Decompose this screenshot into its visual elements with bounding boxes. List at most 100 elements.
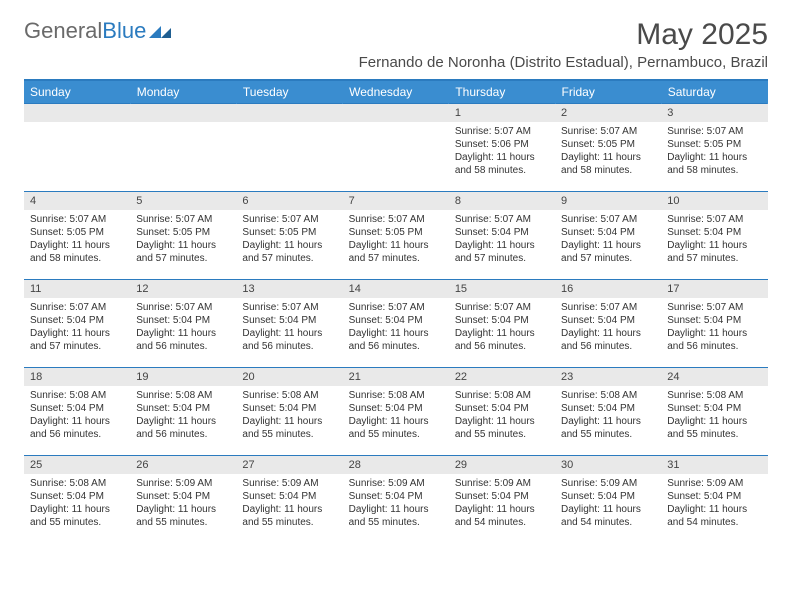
daylight-line: Daylight: 11 hours and 55 minutes.: [30, 503, 124, 529]
day-number: 16: [555, 280, 661, 298]
day-number: 18: [24, 368, 130, 386]
sunrise-line: Sunrise: 5:07 AM: [136, 301, 230, 314]
calendar-cell: 20Sunrise: 5:08 AMSunset: 5:04 PMDayligh…: [236, 368, 342, 456]
day-data: Sunrise: 5:07 AMSunset: 5:04 PMDaylight:…: [555, 298, 661, 357]
daylight-line: Daylight: 11 hours and 56 minutes.: [349, 327, 443, 353]
daylight-line: Daylight: 11 hours and 56 minutes.: [667, 327, 761, 353]
daylight-line: Daylight: 11 hours and 57 minutes.: [242, 239, 336, 265]
daylight-line: Daylight: 11 hours and 56 minutes.: [136, 327, 230, 353]
sunrise-line: Sunrise: 5:08 AM: [455, 389, 549, 402]
calendar-cell: 14Sunrise: 5:07 AMSunset: 5:04 PMDayligh…: [343, 280, 449, 368]
day-data: Sunrise: 5:09 AMSunset: 5:04 PMDaylight:…: [661, 474, 767, 533]
calendar-cell: 19Sunrise: 5:08 AMSunset: 5:04 PMDayligh…: [130, 368, 236, 456]
sunset-line: Sunset: 5:04 PM: [136, 490, 230, 503]
day-number: 8: [449, 192, 555, 210]
day-number: 4: [24, 192, 130, 210]
daylight-line: Daylight: 11 hours and 54 minutes.: [561, 503, 655, 529]
sunrise-line: Sunrise: 5:08 AM: [242, 389, 336, 402]
daylight-line: Daylight: 11 hours and 57 minutes.: [136, 239, 230, 265]
day-data: Sunrise: 5:09 AMSunset: 5:04 PMDaylight:…: [343, 474, 449, 533]
day-data: Sunrise: 5:07 AMSunset: 5:04 PMDaylight:…: [449, 298, 555, 357]
sunrise-line: Sunrise: 5:07 AM: [561, 213, 655, 226]
calendar-cell: 10Sunrise: 5:07 AMSunset: 5:04 PMDayligh…: [661, 192, 767, 280]
sunrise-line: Sunrise: 5:09 AM: [561, 477, 655, 490]
calendar-cell: 7Sunrise: 5:07 AMSunset: 5:05 PMDaylight…: [343, 192, 449, 280]
day-data: Sunrise: 5:08 AMSunset: 5:04 PMDaylight:…: [24, 474, 130, 533]
sunrise-line: Sunrise: 5:08 AM: [136, 389, 230, 402]
calendar-cell: 30Sunrise: 5:09 AMSunset: 5:04 PMDayligh…: [555, 456, 661, 544]
daylight-line: Daylight: 11 hours and 54 minutes.: [455, 503, 549, 529]
sunset-line: Sunset: 5:04 PM: [455, 314, 549, 327]
logo-text-general: General: [24, 18, 102, 44]
sunset-line: Sunset: 5:04 PM: [349, 490, 443, 503]
daylight-line: Daylight: 11 hours and 58 minutes.: [30, 239, 124, 265]
calendar-cell: 24Sunrise: 5:08 AMSunset: 5:04 PMDayligh…: [661, 368, 767, 456]
sunrise-line: Sunrise: 5:08 AM: [667, 389, 761, 402]
sunrise-line: Sunrise: 5:09 AM: [455, 477, 549, 490]
sunrise-line: Sunrise: 5:08 AM: [349, 389, 443, 402]
calendar-table: Sunday Monday Tuesday Wednesday Thursday…: [24, 81, 768, 544]
day-data: Sunrise: 5:07 AMSunset: 5:04 PMDaylight:…: [555, 210, 661, 269]
sunrise-line: Sunrise: 5:07 AM: [667, 301, 761, 314]
day-number: 23: [555, 368, 661, 386]
sunset-line: Sunset: 5:04 PM: [667, 490, 761, 503]
day-data: Sunrise: 5:07 AMSunset: 5:04 PMDaylight:…: [24, 298, 130, 357]
day-number: 15: [449, 280, 555, 298]
weekday-saturday: Saturday: [661, 81, 767, 104]
day-number: 27: [236, 456, 342, 474]
day-number: 31: [661, 456, 767, 474]
day-number: 30: [555, 456, 661, 474]
daylight-line: Daylight: 11 hours and 55 minutes.: [349, 503, 443, 529]
calendar-cell: 9Sunrise: 5:07 AMSunset: 5:04 PMDaylight…: [555, 192, 661, 280]
sunrise-line: Sunrise: 5:08 AM: [561, 389, 655, 402]
day-number-empty: [236, 104, 342, 122]
day-number: 13: [236, 280, 342, 298]
day-data: Sunrise: 5:08 AMSunset: 5:04 PMDaylight:…: [130, 386, 236, 445]
sunset-line: Sunset: 5:04 PM: [455, 402, 549, 415]
sunset-line: Sunset: 5:04 PM: [455, 226, 549, 239]
day-number: 17: [661, 280, 767, 298]
sunset-line: Sunset: 5:04 PM: [349, 314, 443, 327]
day-number: 11: [24, 280, 130, 298]
sunset-line: Sunset: 5:04 PM: [30, 314, 124, 327]
weekday-wednesday: Wednesday: [343, 81, 449, 104]
calendar-cell: 6Sunrise: 5:07 AMSunset: 5:05 PMDaylight…: [236, 192, 342, 280]
calendar-week-row: 18Sunrise: 5:08 AMSunset: 5:04 PMDayligh…: [24, 368, 768, 456]
day-number: 6: [236, 192, 342, 210]
sunset-line: Sunset: 5:04 PM: [136, 402, 230, 415]
day-number: 22: [449, 368, 555, 386]
sunrise-line: Sunrise: 5:09 AM: [136, 477, 230, 490]
day-number: 19: [130, 368, 236, 386]
calendar-cell: 26Sunrise: 5:09 AMSunset: 5:04 PMDayligh…: [130, 456, 236, 544]
daylight-line: Daylight: 11 hours and 55 minutes.: [455, 415, 549, 441]
day-data: Sunrise: 5:09 AMSunset: 5:04 PMDaylight:…: [555, 474, 661, 533]
day-number: 9: [555, 192, 661, 210]
calendar-body: 1Sunrise: 5:07 AMSunset: 5:06 PMDaylight…: [24, 104, 768, 544]
weekday-tuesday: Tuesday: [236, 81, 342, 104]
sunset-line: Sunset: 5:05 PM: [667, 138, 761, 151]
day-number-empty: [130, 104, 236, 122]
calendar-cell: 28Sunrise: 5:09 AMSunset: 5:04 PMDayligh…: [343, 456, 449, 544]
calendar-cell: 5Sunrise: 5:07 AMSunset: 5:05 PMDaylight…: [130, 192, 236, 280]
calendar-cell: 16Sunrise: 5:07 AMSunset: 5:04 PMDayligh…: [555, 280, 661, 368]
daylight-line: Daylight: 11 hours and 56 minutes.: [30, 415, 124, 441]
weekday-sunday: Sunday: [24, 81, 130, 104]
sunrise-line: Sunrise: 5:07 AM: [242, 301, 336, 314]
calendar-week-row: 25Sunrise: 5:08 AMSunset: 5:04 PMDayligh…: [24, 456, 768, 544]
calendar-cell: [24, 104, 130, 192]
day-number: 14: [343, 280, 449, 298]
day-data: Sunrise: 5:07 AMSunset: 5:05 PMDaylight:…: [130, 210, 236, 269]
sunrise-line: Sunrise: 5:09 AM: [242, 477, 336, 490]
day-number: 3: [661, 104, 767, 122]
sunrise-line: Sunrise: 5:07 AM: [455, 213, 549, 226]
sunset-line: Sunset: 5:04 PM: [242, 490, 336, 503]
calendar-week-row: 11Sunrise: 5:07 AMSunset: 5:04 PMDayligh…: [24, 280, 768, 368]
daylight-line: Daylight: 11 hours and 54 minutes.: [667, 503, 761, 529]
day-number-empty: [24, 104, 130, 122]
logo: GeneralBlue: [24, 18, 171, 44]
day-number-empty: [343, 104, 449, 122]
sunrise-line: Sunrise: 5:07 AM: [455, 301, 549, 314]
day-number: 24: [661, 368, 767, 386]
sunset-line: Sunset: 5:04 PM: [349, 402, 443, 415]
calendar-cell: 15Sunrise: 5:07 AMSunset: 5:04 PMDayligh…: [449, 280, 555, 368]
